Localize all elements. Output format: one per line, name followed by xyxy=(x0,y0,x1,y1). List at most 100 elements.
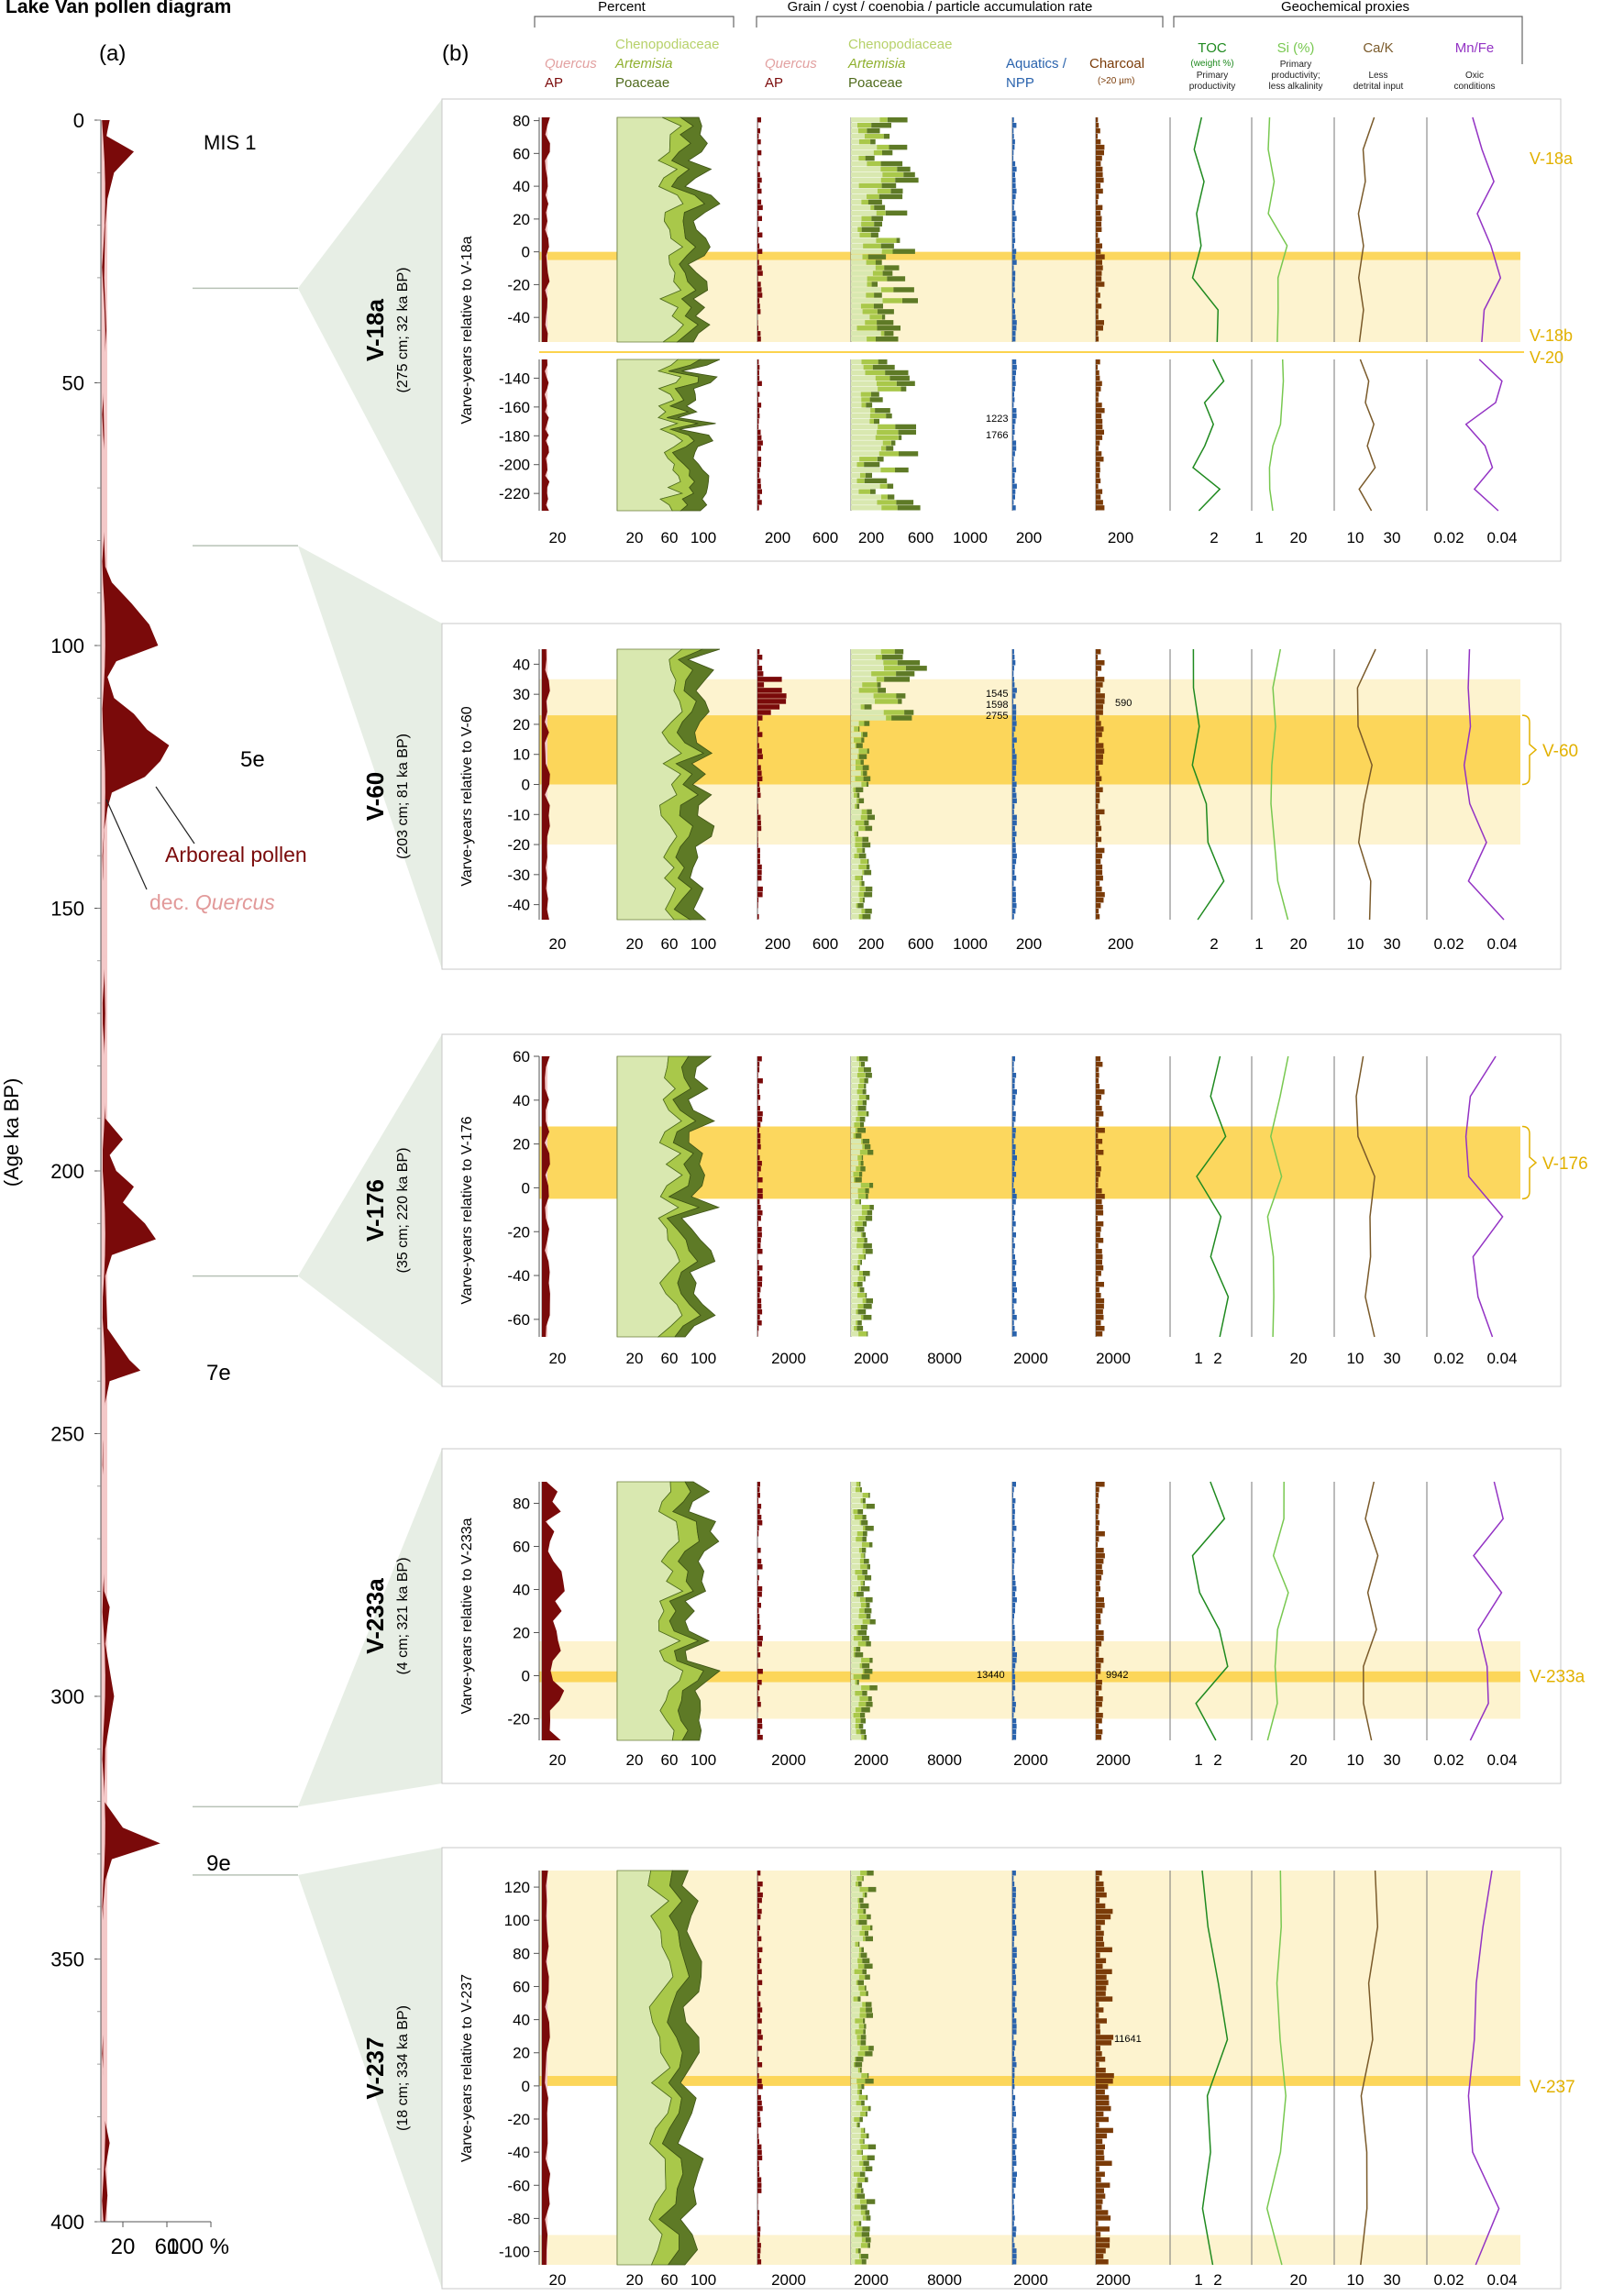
aquatics-acc-bar xyxy=(1012,1122,1014,1128)
aquatics-acc-bar xyxy=(1012,1111,1016,1117)
ap-acc-bar xyxy=(757,1691,758,1696)
charcoal-acc-bar xyxy=(1096,1238,1104,1243)
aquatics-acc-bar xyxy=(1012,732,1014,737)
charcoal-acc-bar xyxy=(1096,1227,1101,1232)
artemisia-acc-bar xyxy=(857,1958,863,1964)
poaceae-acc-bar xyxy=(871,215,883,222)
aquatics-acc-bar xyxy=(1012,1930,1017,1937)
poaceae-acc-bar xyxy=(856,2193,866,2199)
poaceae-acc-bar xyxy=(865,1930,868,1937)
ap-acc-bar xyxy=(757,1155,760,1161)
aquatics-acc-bar xyxy=(1012,375,1016,381)
charcoal-acc-bar xyxy=(1096,1095,1101,1100)
charcoal-acc-bar xyxy=(1096,1188,1102,1194)
artemisia-acc-bar xyxy=(859,1078,865,1084)
x-tick-label: 200 xyxy=(1016,935,1042,953)
x-tick-label: 20 xyxy=(549,1350,567,1367)
aquatics-acc-bar xyxy=(1012,1603,1016,1608)
poaceae-acc-bar xyxy=(856,1592,864,1597)
poaceae-acc-bar xyxy=(903,171,915,178)
charcoal-acc-bar xyxy=(1096,1100,1100,1106)
artemisia-acc-bar xyxy=(860,814,867,821)
aquatics-acc-bar xyxy=(1012,1293,1015,1298)
charcoal-acc-bar xyxy=(1096,2254,1104,2259)
charcoal-acc-bar xyxy=(1096,1702,1102,1707)
artemisia-acc-bar xyxy=(860,304,874,309)
aquatics-acc-bar xyxy=(1012,1619,1014,1625)
poaceae-acc-bar xyxy=(858,1881,862,1887)
ap-acc-bar xyxy=(757,2226,761,2232)
aquatics-acc-bar xyxy=(1012,467,1017,473)
cheno-acc-bar xyxy=(851,1537,856,1542)
aquatics-acc-bar xyxy=(1012,1575,1015,1581)
ap-acc-bar xyxy=(757,2062,763,2068)
artemisia-acc-bar xyxy=(855,875,862,881)
artemisia-acc-bar xyxy=(856,1309,858,1315)
poaceae-acc-bar xyxy=(869,1658,873,1663)
poaceae-acc-bar xyxy=(869,397,883,403)
poaceae-acc-bar xyxy=(863,2160,869,2166)
ap-acc-bar xyxy=(757,1641,762,1647)
poaceae-acc-bar xyxy=(867,814,875,821)
ap-acc-bar xyxy=(757,418,759,425)
charcoal-acc-bar xyxy=(1096,781,1099,788)
artemisia-acc-bar xyxy=(877,500,897,505)
y-tick-label: 50 xyxy=(62,372,84,395)
cheno-acc-bar xyxy=(851,1614,859,1619)
poaceae-acc-bar xyxy=(863,2018,866,2024)
aquatics-acc-bar xyxy=(1012,1641,1014,1647)
aquatics-acc-bar xyxy=(1012,1674,1016,1680)
x-tick-label: 2 xyxy=(1213,2271,1221,2289)
aquatics-acc-bar xyxy=(1012,243,1014,248)
artemisia-acc-bar xyxy=(854,1122,860,1128)
aquatics-acc-bar xyxy=(1012,2029,1017,2035)
ap-acc-bar xyxy=(757,2083,763,2090)
poaceae-acc-bar xyxy=(865,908,872,914)
cheno-acc-bar xyxy=(851,1886,860,1893)
ap-acc-bar xyxy=(757,1669,763,1674)
y-tick-label: 60 xyxy=(513,145,530,162)
poaceae-acc-bar xyxy=(870,489,876,494)
artemisia-acc-bar xyxy=(859,1947,862,1953)
artemisia-acc-bar xyxy=(873,693,897,699)
artemisia-acc-bar xyxy=(855,1680,857,1685)
ap-acc-bar xyxy=(757,494,760,500)
ap-acc-bar xyxy=(757,1331,758,1337)
aquatics-acc-bar xyxy=(1012,2013,1015,2018)
poaceae-acc-bar xyxy=(857,1309,867,1315)
poaceae-acc-bar xyxy=(863,1271,870,1276)
charcoal-acc-bar xyxy=(1096,809,1105,815)
artemisia-acc-bar xyxy=(861,781,867,788)
charcoal-acc-bar xyxy=(1096,1691,1099,1696)
charcoal-acc-bar xyxy=(1096,1067,1099,1073)
charcoal-acc-bar xyxy=(1096,792,1100,799)
ap-acc-bar xyxy=(757,1487,760,1493)
cheno-acc-bar xyxy=(851,160,867,167)
charcoal-acc-bar xyxy=(1096,754,1103,759)
charcoal-acc-bar xyxy=(1096,1260,1102,1265)
poaceae-acc-bar xyxy=(858,726,860,732)
legend-quercus-name: Quercus xyxy=(195,890,275,914)
charcoal-acc-bar xyxy=(1096,908,1099,914)
x-tick-label: 20 xyxy=(626,1350,644,1367)
cheno-acc-bar xyxy=(851,2144,861,2150)
poaceae-acc-bar xyxy=(861,1947,864,1953)
cheno-acc-bar xyxy=(851,836,856,843)
aquatics-acc-bar xyxy=(1012,671,1014,677)
cheno-acc-bar xyxy=(851,265,876,270)
ap-acc-bar xyxy=(757,2221,759,2226)
ap-acc-bar xyxy=(757,677,782,682)
poaceae-acc-bar xyxy=(858,1056,868,1062)
poaceae-acc-bar xyxy=(859,1199,861,1205)
aquatics-acc-bar xyxy=(1012,1581,1016,1586)
artemisia-acc-bar xyxy=(856,2078,866,2084)
x-tick-label: 1 xyxy=(1254,529,1263,546)
y-tick-label: -20 xyxy=(507,2111,530,2128)
y-tick-label: 0 xyxy=(522,1668,530,1685)
ap-acc-bar xyxy=(757,2254,760,2259)
artemisia-acc-bar xyxy=(866,259,876,265)
y-tick-label: 40 xyxy=(513,1582,530,1599)
poaceae-acc-bar xyxy=(865,1936,873,1942)
artemisia-acc-bar xyxy=(858,1903,861,1909)
artemisia-acc-bar xyxy=(857,1908,864,1915)
